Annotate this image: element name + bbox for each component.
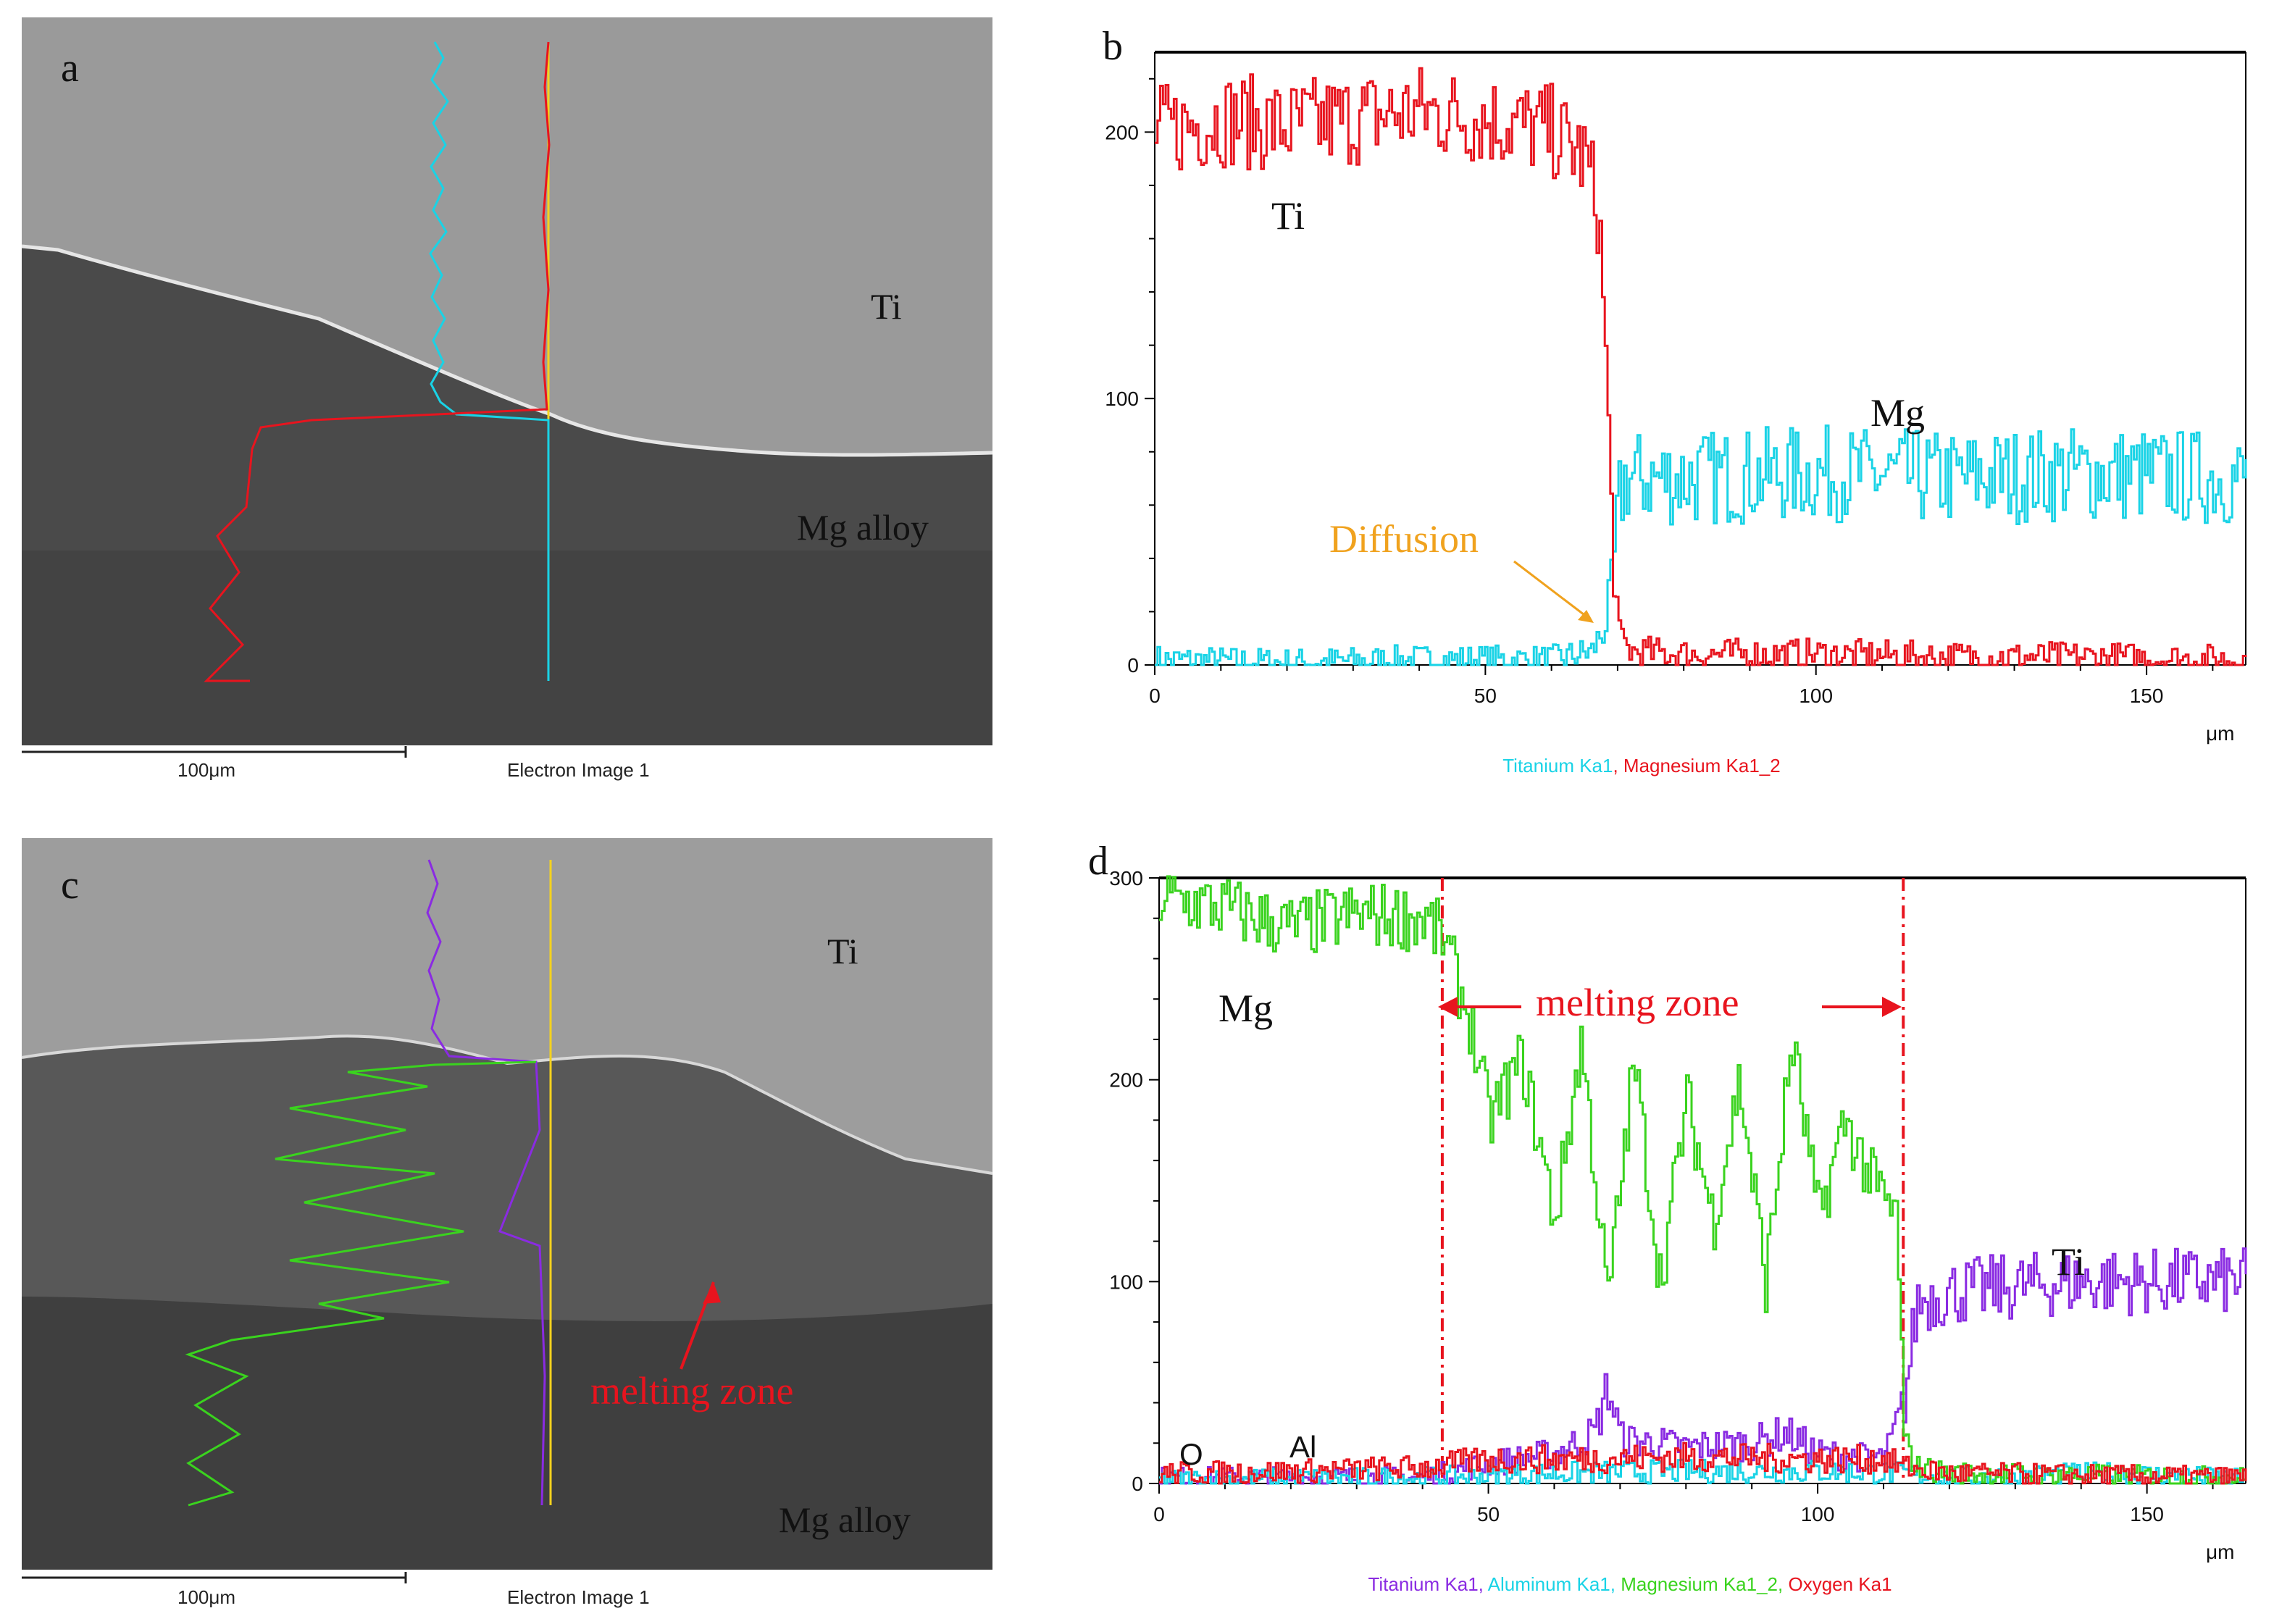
chart-b-legend-sep: ,: [1613, 755, 1623, 777]
chart-d-series-magnesium-ka1-2: [1159, 875, 2247, 1485]
chart-d-label-al: Al: [1289, 1430, 1316, 1464]
chart-d-legend-sep-1: ,: [1479, 1573, 1488, 1595]
chart-d-legend-titanium: Titanium Ka1: [1368, 1573, 1478, 1595]
sem-melting-zone-c: [22, 1036, 992, 1321]
sem-mg-shade-a: [22, 551, 992, 745]
chart-b-label-ti: Ti: [1271, 194, 1305, 238]
chart-d-series-titanium-ka1: [1159, 1247, 2247, 1485]
chart-d-unit: μm: [2206, 1541, 2234, 1563]
chart-b-unit: μm: [2206, 722, 2234, 745]
chart-d-x-tick-label-0: 0: [1153, 1503, 1165, 1525]
chart-d-melting-zone-label: melting zone: [1536, 981, 1739, 1024]
chart-b: 0 50 100 150 0 100 200: [1105, 51, 2247, 707]
chart-b-diffusion-arrow: [1513, 560, 1591, 621]
chart-d-arrowhead-right: [1882, 997, 1902, 1017]
panel-a: a Ti Mg alloy 100μm Electron Image 1: [21, 17, 993, 781]
chart-d-label-mg: Mg: [1218, 987, 1273, 1030]
melting-zone-arrowhead-c: [703, 1282, 721, 1304]
panel-letter-d: d: [1088, 839, 1108, 884]
chart-d-label-o: O: [1179, 1437, 1203, 1471]
scale-label-a: 100μm: [177, 759, 235, 781]
sem-label-ti-c: Ti: [827, 931, 858, 971]
panel-letter-a: a: [61, 46, 79, 91]
chart-d-series-aluminum-ka1: [1159, 1458, 2247, 1485]
chart-d-x-tick-label-150: 150: [2130, 1503, 2164, 1525]
chart-d-y-tick-label-100: 100: [1109, 1271, 1143, 1293]
chart-d-legend-oxygen: Oxygen Ka1: [1788, 1573, 1891, 1595]
sem-ti-region-c: [22, 838, 992, 1173]
chart-b-x-tick-label-0: 0: [1149, 685, 1161, 707]
chart-d-x-tick-label-50: 50: [1477, 1503, 1500, 1525]
panel-letter-c: c: [61, 863, 79, 908]
sem-label-mg-a: Mg alloy: [797, 507, 929, 548]
chart-d-legend: Titanium Ka1, Aluminum Ka1, Magnesium Ka…: [1368, 1573, 1891, 1595]
sem-label-ti-a: Ti: [871, 286, 902, 327]
panel-b: b 0 50 100 150 0 100 200 Ti Mg Diffusion μm Ti…: [1103, 24, 2247, 777]
chart-b-legend-titanium: Titanium Ka1: [1502, 755, 1613, 777]
chart-b-legend-magnesium: Magnesium Ka1_2: [1623, 755, 1781, 777]
chart-b-y-tick-label-200: 200: [1105, 121, 1139, 143]
chart-d-legend-magnesium: Magnesium Ka1_2: [1621, 1573, 1778, 1595]
image-caption-c: Electron Image 1: [507, 1586, 650, 1608]
chart-d: 0 50 100 150 0 100 200 300: [1109, 867, 2247, 1525]
panel-d: d 0 50 100 150 0 100 200 300 Mg Ti O Al melting…: [1088, 839, 2247, 1595]
chart-d-y-tick-label-200: 200: [1109, 1069, 1143, 1092]
overlay-cyan-a: [429, 41, 550, 681]
chart-b-diffusion-label: Diffusion: [1329, 517, 1479, 561]
chart-d-legend-aluminum: Aluminum Ka1: [1488, 1573, 1610, 1595]
sem-ti-region-a: [22, 17, 992, 456]
chart-b-diffusion-arrowhead: [1578, 610, 1594, 623]
chart-d-y-tick-label-0: 0: [1132, 1473, 1143, 1495]
chart-d-legend-sep-3: ,: [1778, 1573, 1788, 1595]
chart-b-y-tick-label-100: 100: [1105, 388, 1139, 410]
chart-d-label-ti: Ti: [2052, 1240, 2085, 1284]
chart-d-x-tick-label-100: 100: [1801, 1503, 1835, 1525]
chart-d-arrowhead-left: [1438, 997, 1458, 1017]
image-caption-a: Electron Image 1: [507, 759, 650, 781]
overlay-red-a: [204, 41, 551, 682]
melting-zone-label-c: melting zone: [590, 1369, 793, 1412]
overlay-green-c: [185, 1060, 537, 1507]
chart-d-legend-sep-2: ,: [1610, 1573, 1621, 1595]
chart-b-y-tick-label-0: 0: [1127, 654, 1139, 677]
scale-label-c: 100μm: [177, 1586, 235, 1608]
chart-b-x-tick-label-100: 100: [1799, 685, 1833, 707]
chart-d-y-tick-label-300: 300: [1109, 867, 1143, 890]
panel-c: c Ti Mg alloy melting zone 100μm Electro…: [21, 838, 993, 1608]
chart-b-label-mg: Mg: [1870, 391, 1925, 435]
sem-interface-a: [21, 244, 993, 457]
chart-b-x-tick-label-150: 150: [2130, 685, 2164, 707]
panel-letter-b: b: [1103, 24, 1123, 69]
chart-d-series-oxygen-ka1: [1159, 1441, 2247, 1485]
sem-label-mg-c: Mg alloy: [779, 1499, 911, 1540]
chart-b-series-magnesium-ka1-2: [1155, 67, 2247, 666]
chart-b-legend: Titanium Ka1, Magnesium Ka1_2: [1502, 755, 1780, 777]
chart-b-series-titanium-ka1: [1155, 424, 2247, 666]
chart-b-x-tick-label-50: 50: [1474, 685, 1497, 707]
overlay-purple-c: [426, 859, 546, 1506]
